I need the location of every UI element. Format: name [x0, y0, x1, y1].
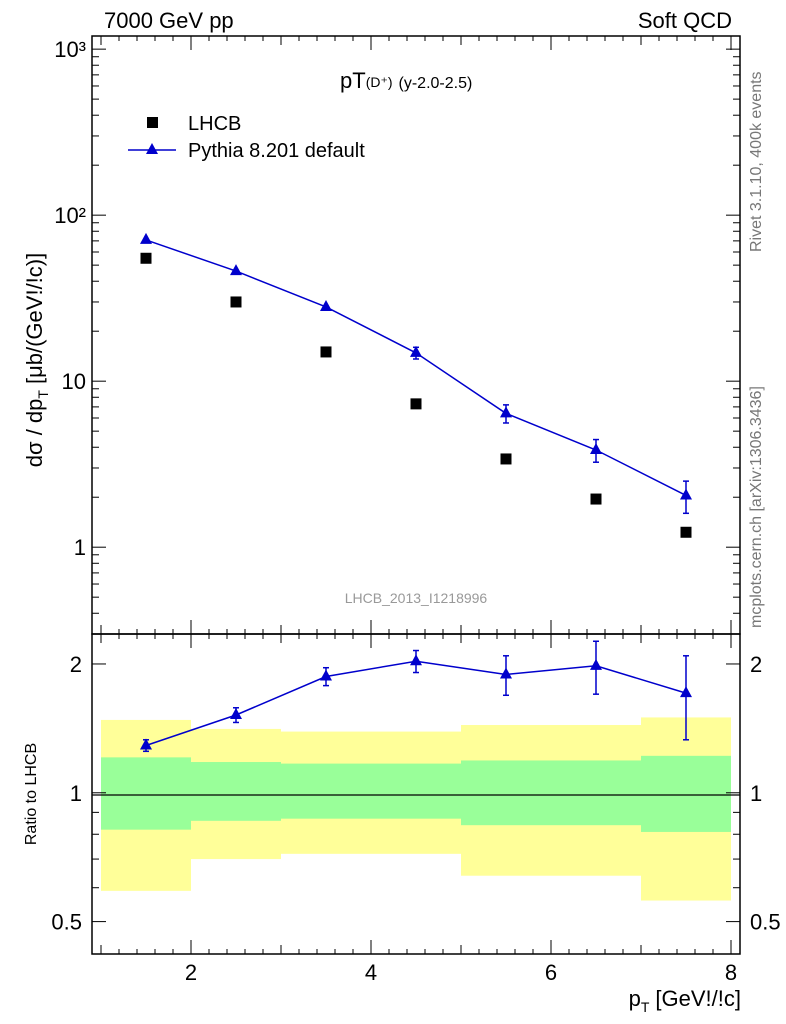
main-panel: 1 10 10² 10³ pT(D⁺) (y-2.0-2.5) LHCB_2013_I1…: [22, 35, 741, 635]
ratio-point: [680, 686, 692, 698]
pythia-point: [500, 406, 512, 418]
main-marks: [140, 232, 692, 538]
xlabel-tail: [GeV!/!c]: [655, 986, 741, 1011]
xlabel-main: p: [629, 986, 641, 1011]
ylabel-sub: T: [35, 390, 51, 399]
chart-title-main: pT: [340, 68, 366, 93]
lhcb-point: [500, 453, 512, 465]
ratio-inner-band: [641, 755, 731, 832]
ratio-point: [410, 654, 422, 666]
lhcb-point: [140, 252, 152, 264]
main-y-tick-label: 10²: [54, 203, 86, 228]
ratio-point: [230, 707, 242, 719]
source-info: mcplots.cern.ch [arXiv:1306.3436]: [748, 386, 765, 628]
main-y-tick-label: 10³: [54, 37, 86, 62]
ratio-ticks: 0.5 0.5 1 1 2 2 2 4 6 8: [51, 634, 781, 985]
legend: LHCB Pythia 8.201 default: [128, 113, 365, 162]
lhcb-point: [320, 346, 332, 358]
pythia-point: [320, 299, 332, 311]
legend-lhcb-marker: [147, 117, 158, 128]
chart-title: pT(D⁺) (y-2.0-2.5): [340, 68, 472, 93]
ratio-y-tick-label: 2: [70, 652, 82, 677]
pythia-point: [230, 264, 242, 276]
header-right: Soft QCD: [638, 8, 732, 33]
x-axis-title: pT [GeV!/!c]: [629, 986, 741, 1015]
ylabel-main: dσ / dp: [22, 399, 47, 468]
ratio-point: [140, 738, 152, 750]
x-tick-label: 6: [545, 960, 557, 985]
ratio-inner-band: [281, 763, 461, 819]
x-tick-label: 8: [725, 960, 737, 985]
chart-title-tail: (y-2.0-2.5): [399, 75, 473, 92]
ratio-point: [500, 667, 512, 679]
main-ticks: 1 10 10² 10³: [54, 36, 740, 635]
ratio-frame: [91, 633, 741, 955]
main-y-tick-label: 1: [74, 535, 86, 560]
ratio-y-tick-label-right: 2: [750, 652, 762, 677]
ratio-inner-band: [461, 760, 641, 826]
ratio-y-tick-label-right: 0.5: [750, 910, 781, 935]
pythia-point: [140, 232, 152, 244]
ratio-panel: 0.5 0.5 1 1 2 2 2 4 6 8 Ratio to LHCB pT [GeV!/!c]: [23, 633, 781, 1015]
ratio-y-axis-title: Ratio to LHCB: [23, 743, 40, 845]
lhcb-point: [590, 493, 602, 505]
main-y-tick-label: 10: [62, 369, 86, 394]
analysis-watermark: LHCB_2013_I1218996: [345, 590, 488, 606]
legend-pythia-marker: [146, 143, 158, 154]
lhcb-point: [410, 398, 422, 410]
main-y-axis-title: dσ / dpT [μb/(GeV!/!c)]: [22, 253, 51, 467]
ratio-point: [320, 669, 332, 681]
ratio-inner-band: [101, 757, 191, 830]
pythia-point: [590, 442, 602, 454]
pythia-point: [680, 488, 692, 500]
lhcb-point: [230, 296, 242, 308]
ratio-y-tick-label: 0.5: [51, 910, 82, 935]
x-tick-label: 4: [365, 960, 377, 985]
ylabel-tail: [μb/(GeV!/!c)]: [22, 253, 47, 384]
ratio-bands: [101, 717, 731, 901]
ratio-y-tick-label-right: 1: [750, 781, 762, 806]
ratio-point: [590, 658, 602, 670]
ratio-inner-band: [191, 762, 281, 821]
x-tick-label: 2: [185, 960, 197, 985]
rivet-info: Rivet 3.1.10, 400k events: [748, 71, 765, 252]
lhcb-point: [680, 526, 692, 538]
xlabel-sub: T: [641, 999, 650, 1015]
legend-pythia-label: Pythia 8.201 default: [188, 140, 365, 162]
legend-lhcb-label: LHCB: [188, 113, 241, 135]
chart-title-sub: (D⁺): [366, 74, 393, 90]
ratio-marks: [140, 640, 692, 753]
ratio-y-tick-label: 1: [70, 781, 82, 806]
pythia-line: [145, 239, 687, 497]
header-left: 7000 GeV pp: [104, 8, 234, 33]
pythia-point: [410, 345, 422, 357]
